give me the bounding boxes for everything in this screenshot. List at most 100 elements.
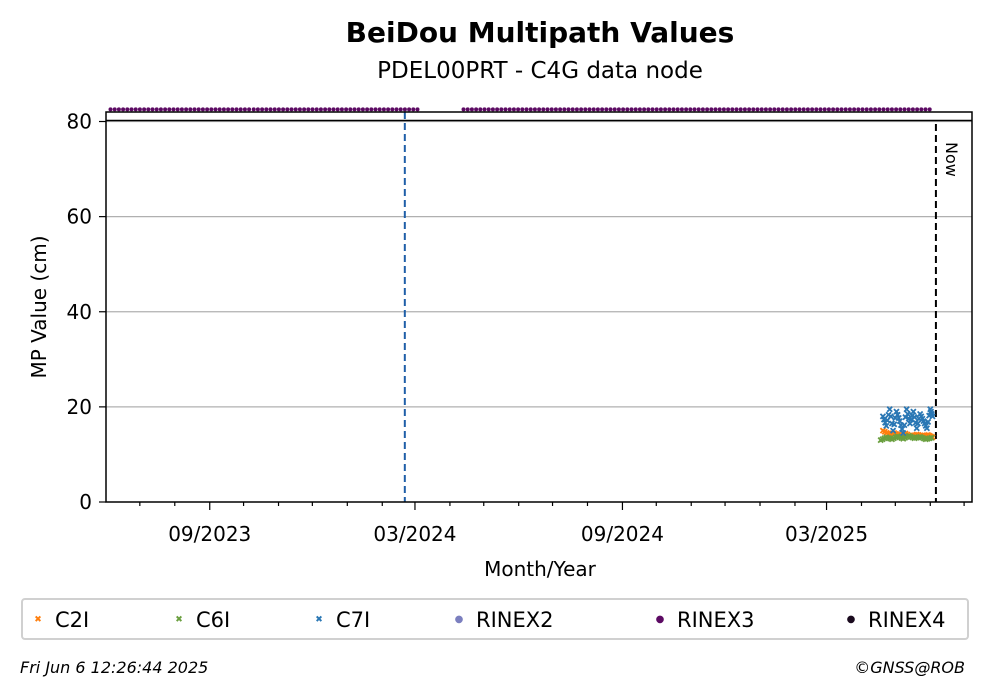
rinex3-point: [600, 107, 605, 112]
chart-title: BeiDou Multipath Values: [345, 16, 735, 49]
rinex3-point: [306, 107, 311, 112]
rinex3-point: [721, 107, 726, 112]
rinex3-point: [234, 107, 239, 112]
rinex3-point: [251, 107, 256, 112]
legend-label: RINEX2: [476, 608, 554, 632]
c7i-point: [906, 420, 914, 427]
rinex3-point: [906, 107, 911, 112]
rinex3-point: [331, 107, 336, 112]
rinex3-point: [633, 107, 638, 112]
rinex3-point: [121, 107, 126, 112]
legend-marker-rinex3: ●: [655, 614, 665, 625]
rinex3-point: [217, 107, 222, 112]
rinex3-point: [394, 107, 399, 112]
c7i-point: [913, 425, 920, 432]
rinex3-point: [902, 107, 907, 112]
rinex3-point: [339, 107, 344, 112]
c7i-point: [904, 410, 911, 418]
rinex3-point: [923, 107, 928, 112]
x-tick-label: 03/2025: [785, 522, 868, 546]
now-label: Now: [942, 142, 961, 177]
rinex3-point: [692, 107, 697, 112]
rinex3-point: [915, 107, 920, 112]
rinex3-point: [112, 107, 117, 112]
rinex3-point: [264, 107, 269, 112]
rinex3-point: [646, 107, 651, 112]
rinex3-point: [537, 107, 542, 112]
credit: ©GNSS@ROB: [854, 658, 965, 677]
rinex3-point: [503, 107, 508, 112]
rinex3-point: [881, 107, 886, 112]
rinex3-point: [579, 107, 584, 112]
rinex3-point: [293, 107, 298, 112]
rinex3-point: [323, 107, 328, 112]
rinex3-point: [125, 107, 130, 112]
timestamp: Fri Jun 6 12:26:44 2025: [20, 658, 209, 677]
x-axis-label: Month/Year: [484, 557, 597, 581]
rinex3-point: [654, 107, 659, 112]
c7i-point: [883, 422, 890, 430]
rinex3-point: [553, 107, 558, 112]
y-tick-label: 0: [79, 490, 92, 514]
rinex3-point: [894, 107, 899, 112]
rinex3-point: [415, 107, 420, 112]
rinex3-point: [772, 107, 777, 112]
rinex3-point: [469, 107, 474, 112]
chart-legend: ✖ C2I ✖ C6I ✖ C7I ● RINEX2 ● RINEX3 ● RINEX4: [21, 598, 969, 640]
rinex3-point: [260, 107, 265, 112]
rinex3-point: [318, 107, 323, 112]
legend-marker-c6i: ✖: [175, 614, 183, 625]
rinex3-point: [213, 107, 218, 112]
rinex3-point: [352, 107, 357, 112]
rinex3-point: [133, 107, 138, 112]
rinex3-point: [889, 107, 894, 112]
legend-item-rinex2: ● RINEX2: [454, 608, 554, 632]
c7i-point: [910, 408, 917, 415]
rinex3-point: [196, 107, 201, 112]
legend-label: C7I: [336, 608, 371, 632]
rinex3-point: [242, 107, 247, 112]
rinex3-point: [289, 107, 294, 112]
c7i-point: [901, 421, 908, 429]
rinex3-point: [528, 107, 533, 112]
rinex3-point: [688, 107, 693, 112]
rinex3-point: [860, 107, 865, 112]
rinex3-point: [864, 107, 869, 112]
rinex3-point: [835, 107, 840, 112]
rinex3-point: [490, 107, 495, 112]
rinex3-point: [297, 107, 302, 112]
rinex3-point: [776, 107, 781, 112]
x-tick-label: 09/2023: [168, 522, 251, 546]
c7i-point: [929, 413, 936, 420]
rinex3-point: [734, 107, 739, 112]
y-tick-label: 20: [67, 395, 92, 419]
rinex3-point: [137, 107, 142, 112]
rinex3-point: [818, 107, 823, 112]
rinex3-point: [360, 107, 365, 112]
rinex3-point: [150, 107, 155, 112]
rinex3-point: [671, 107, 676, 112]
c6i-point: [928, 434, 935, 441]
rinex3-point: [684, 107, 689, 112]
legend-label: C6I: [196, 608, 231, 632]
multipath-chart: Now 0 20 40 60 80 09/2023 03/2024 09/2024 03/202…: [27, 107, 973, 581]
rinex3-point: [856, 107, 861, 112]
rinex3-point: [696, 107, 701, 112]
rinex3-point: [511, 107, 516, 112]
rinex3-point: [285, 107, 290, 112]
chart-subtitle: PDEL00PRT - C4G data node: [377, 58, 703, 84]
rinex3-point: [730, 107, 735, 112]
rinex3-point: [763, 107, 768, 112]
rinex3-point: [612, 107, 617, 112]
rinex3-point: [402, 107, 407, 112]
c7i-point: [896, 418, 903, 425]
rinex3-point: [192, 107, 197, 112]
rinex3-point: [365, 107, 370, 112]
legend-marker-rinex4: ●: [846, 614, 856, 625]
rinex3-point: [877, 107, 882, 112]
y-tick-label: 80: [67, 110, 92, 134]
rinex3-point: [255, 107, 260, 112]
rinex3-point: [268, 107, 273, 112]
c7i-point: [914, 420, 922, 427]
rinex3-point: [465, 107, 470, 112]
